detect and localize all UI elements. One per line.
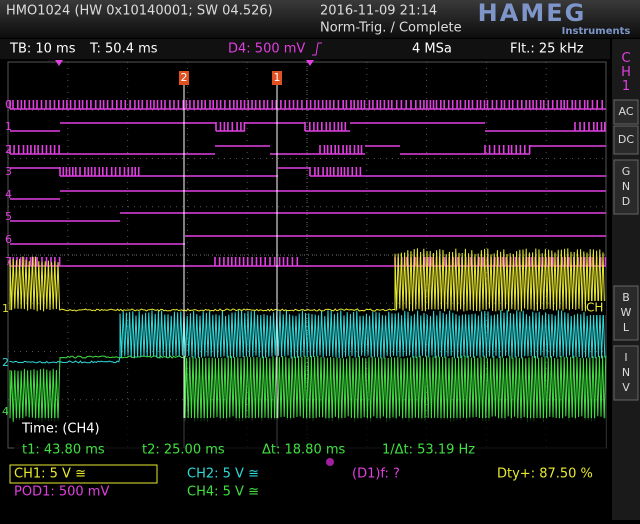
digital-trace bbox=[10, 190, 606, 200]
footer-ch4[interactable]: CH4: 5 V ≅ bbox=[187, 485, 259, 500]
sample-rate: 4 MSa bbox=[412, 42, 452, 57]
model-info: HMO1024 (HW 0x10140001; SW 04.526) bbox=[6, 4, 273, 19]
measurement-inverse: 1/Δt: 53.19 Hz bbox=[382, 443, 475, 458]
cursor-label: 1 bbox=[274, 71, 281, 84]
timebase: TB: 10 ms bbox=[9, 42, 76, 57]
trigger-time: T: 50.4 ms bbox=[89, 42, 158, 57]
ch1-selected-frame bbox=[9, 464, 158, 484]
digital-marker: 4 bbox=[5, 188, 12, 201]
analog-marker: 4 bbox=[2, 405, 9, 418]
cursor-flag bbox=[179, 71, 189, 85]
side-button[interactable] bbox=[613, 125, 639, 155]
trigger-marker bbox=[55, 60, 63, 66]
side-button[interactable] bbox=[613, 159, 639, 215]
digital-marker: 6 bbox=[5, 233, 12, 246]
footer-frequency: (D1)f: ? bbox=[352, 467, 400, 482]
digital-trace bbox=[10, 122, 606, 132]
digital-marker: 0 bbox=[5, 98, 12, 111]
side-button-label[interactable]: AC bbox=[618, 105, 633, 118]
digital-marker: 5 bbox=[5, 210, 12, 223]
side-button[interactable] bbox=[613, 345, 639, 401]
datetime: 2016-11-09 21:14 bbox=[320, 4, 437, 19]
side-button[interactable] bbox=[613, 99, 639, 125]
measurement-delta: Δt: 18.80 ms bbox=[262, 443, 346, 458]
footer-duty: Dty+: 87.50 % bbox=[497, 467, 593, 482]
side-button-label[interactable]: DC bbox=[618, 133, 634, 146]
analog-marker: 1 bbox=[2, 302, 9, 315]
trigger-status: Norm-Trig. / Complete bbox=[320, 21, 462, 36]
cursor-flag bbox=[272, 71, 282, 85]
position-indicator bbox=[326, 458, 334, 466]
cursor-label: 2 bbox=[181, 71, 188, 84]
right-marker: CH bbox=[586, 301, 603, 315]
header-bar bbox=[0, 0, 640, 38]
measurement-box bbox=[14, 418, 606, 460]
digital-trace bbox=[9, 145, 606, 155]
analog-trace bbox=[9, 248, 606, 312]
analog-trace bbox=[9, 310, 606, 364]
trigger-marker bbox=[306, 60, 314, 66]
digital-marker: 7 bbox=[5, 255, 12, 268]
analog-trace bbox=[9, 355, 607, 423]
measurement-t1: t1: 43.80 ms bbox=[22, 443, 105, 458]
footer-pod1[interactable]: POD1: 500 mV bbox=[14, 485, 109, 500]
digital-marker: 2 bbox=[5, 143, 12, 156]
measurement-t2: t2: 25.00 ms bbox=[142, 443, 225, 458]
footer-ch1[interactable]: CH1: 5 V ≅ bbox=[14, 467, 86, 482]
side-button[interactable] bbox=[613, 285, 639, 341]
footer-ch2[interactable]: CH2: 5 V ≅ bbox=[187, 467, 259, 482]
right-marker-bg bbox=[586, 301, 606, 315]
measurement-title: Time: (CH4) bbox=[21, 422, 100, 437]
digital-trace bbox=[10, 212, 606, 222]
digital-trace bbox=[9, 100, 606, 110]
status-bar bbox=[0, 39, 610, 59]
digital-trace bbox=[10, 167, 606, 177]
digital-trace bbox=[10, 235, 606, 245]
digital-marker: 3 bbox=[5, 165, 12, 178]
brand-sub: Instruments bbox=[562, 26, 631, 37]
trigger-source: D4: 500 mV bbox=[228, 42, 305, 57]
analog-marker: 2 bbox=[2, 356, 9, 369]
digital-marker: 1 bbox=[5, 120, 12, 133]
filter: Flt.: 25 kHz bbox=[510, 42, 584, 57]
trigger-edge-icon bbox=[312, 42, 322, 56]
brand: HAMEG bbox=[478, 0, 587, 27]
